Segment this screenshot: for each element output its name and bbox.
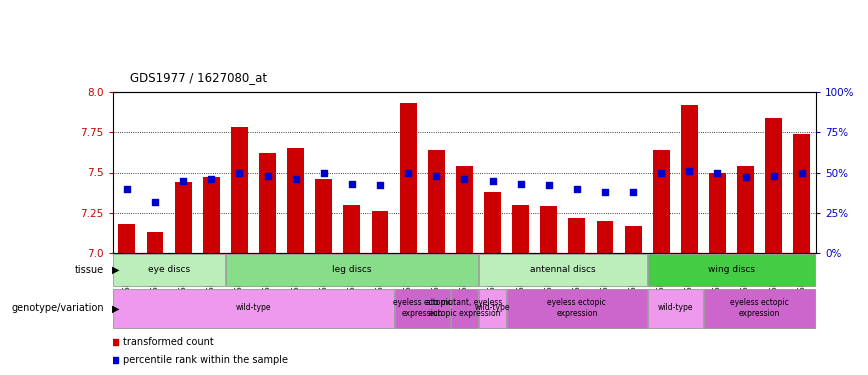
Point: [766, 173, 780, 179]
Bar: [231, 128, 248, 253]
Bar: [625, 226, 641, 253]
Text: percentile rank within the sample: percentile rank within the sample: [122, 355, 287, 365]
Text: genotype/variation: genotype/variation: [11, 303, 104, 313]
Point: [485, 178, 499, 184]
Text: eyeless ectopic
expression: eyeless ectopic expression: [730, 297, 789, 318]
Text: ato mutant, eyeless
ectopic expression: ato mutant, eyeless ectopic expression: [426, 297, 503, 318]
Bar: [315, 179, 332, 253]
Bar: [428, 150, 444, 253]
Point: [626, 189, 640, 195]
Point: [317, 170, 331, 176]
Bar: [226, 255, 478, 285]
Bar: [479, 289, 506, 328]
Point: [120, 186, 134, 192]
Text: GDS1977 / 1627080_at: GDS1977 / 1627080_at: [130, 71, 267, 84]
Bar: [704, 289, 815, 328]
Bar: [709, 172, 726, 253]
Point: [233, 170, 247, 176]
Point: [289, 176, 303, 182]
Point: [739, 174, 753, 180]
Point: [682, 168, 696, 174]
Bar: [766, 118, 782, 253]
Point: [430, 173, 444, 179]
Text: antennal discs: antennal discs: [530, 265, 595, 274]
Point: [654, 170, 668, 176]
Point: [401, 170, 415, 176]
Point: [598, 189, 612, 195]
Bar: [118, 224, 135, 253]
Text: wild-type: wild-type: [658, 303, 693, 312]
Text: leg discs: leg discs: [332, 265, 372, 274]
Bar: [395, 289, 450, 328]
Point: [514, 181, 528, 187]
Bar: [344, 205, 360, 253]
Bar: [259, 153, 276, 253]
Bar: [479, 255, 647, 285]
Bar: [648, 289, 703, 328]
Text: wing discs: wing discs: [708, 265, 755, 274]
Bar: [648, 255, 815, 285]
Bar: [287, 148, 304, 253]
Bar: [507, 289, 647, 328]
Text: tissue: tissue: [75, 265, 104, 275]
Point: [148, 198, 162, 204]
Point: [711, 170, 725, 176]
Bar: [596, 221, 614, 253]
Point: [176, 178, 190, 184]
Bar: [793, 134, 811, 253]
Bar: [653, 150, 670, 253]
Text: wild-type: wild-type: [236, 303, 271, 312]
Text: eyeless ectopic
expression: eyeless ectopic expression: [548, 297, 606, 318]
Bar: [484, 192, 501, 253]
Text: wild-type: wild-type: [475, 303, 510, 312]
Bar: [399, 103, 417, 253]
Point: [204, 176, 218, 182]
Point: [260, 173, 274, 179]
Text: ▶: ▶: [112, 265, 120, 275]
Text: transformed count: transformed count: [122, 336, 214, 346]
Point: [570, 186, 584, 192]
Bar: [147, 232, 163, 253]
Bar: [114, 255, 225, 285]
Bar: [569, 217, 585, 253]
Bar: [203, 177, 220, 253]
Bar: [456, 166, 473, 253]
Point: [542, 182, 556, 188]
Bar: [737, 166, 754, 253]
Point: [373, 182, 387, 188]
Text: ▶: ▶: [112, 303, 120, 313]
Text: eyeless ectopic
expression: eyeless ectopic expression: [393, 297, 451, 318]
Bar: [174, 182, 192, 253]
Bar: [114, 289, 393, 328]
Bar: [372, 211, 389, 253]
Text: eye discs: eye discs: [148, 265, 190, 274]
Bar: [540, 206, 557, 253]
Bar: [450, 289, 478, 328]
Point: [795, 170, 809, 176]
Point: [345, 181, 358, 187]
Bar: [681, 105, 698, 253]
Bar: [512, 205, 529, 253]
Point: [457, 176, 471, 182]
